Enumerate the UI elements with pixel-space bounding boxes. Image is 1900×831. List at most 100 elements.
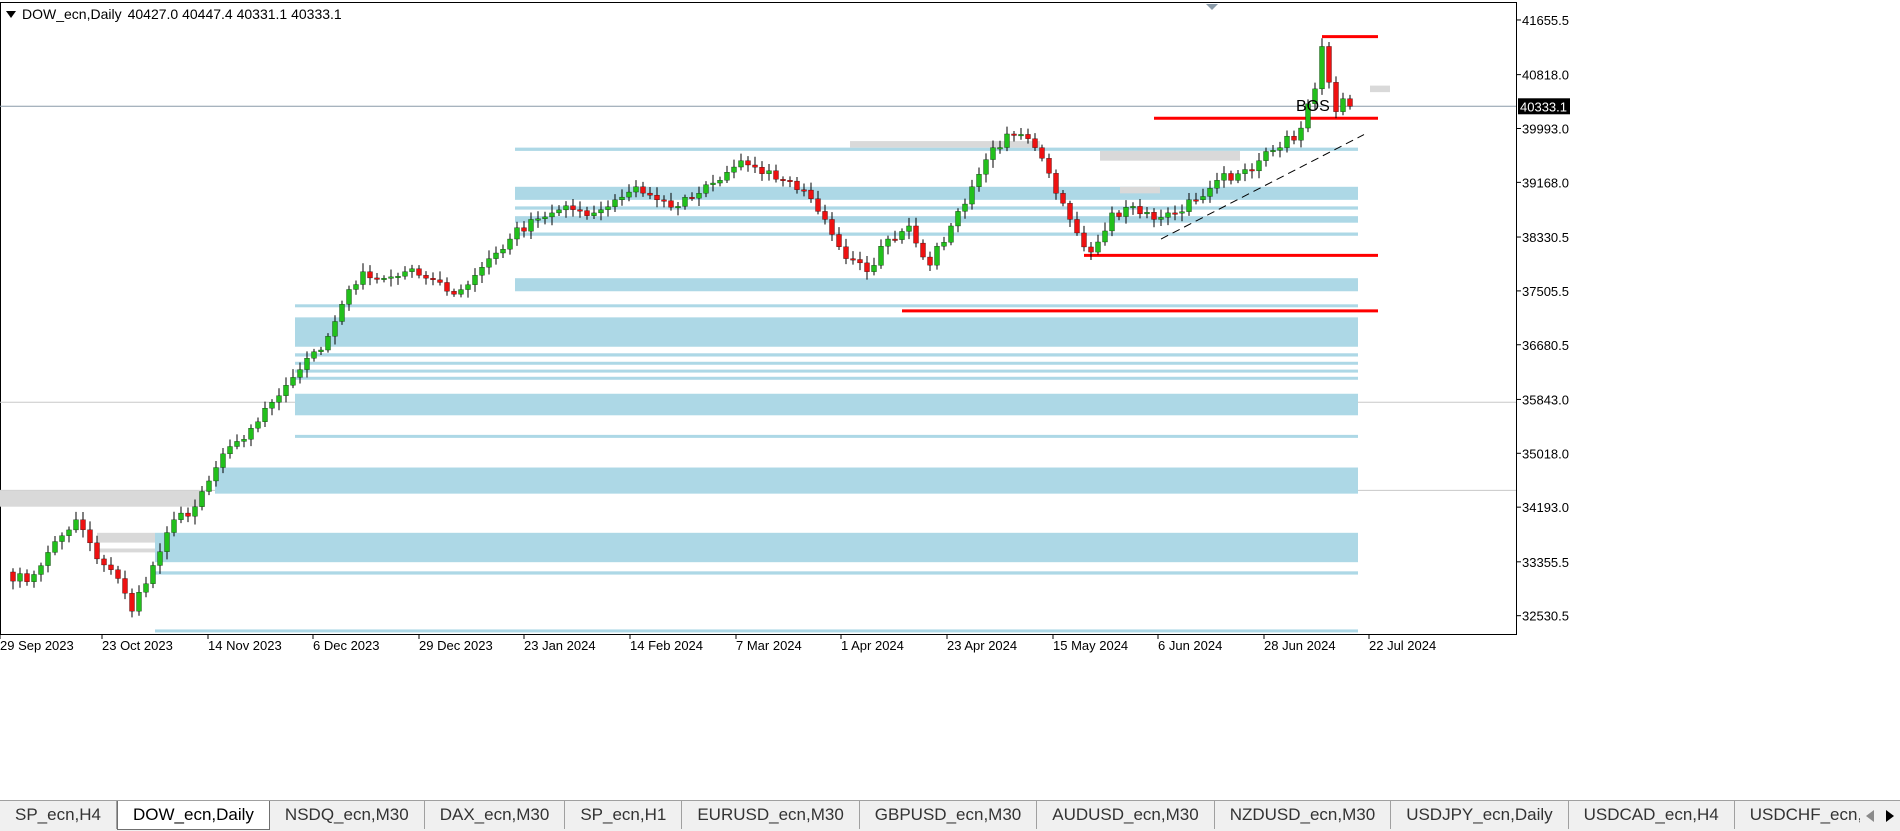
candle-body <box>1165 212 1171 218</box>
candle-body <box>311 351 317 359</box>
candle-body <box>192 506 198 517</box>
candle-body <box>871 265 877 272</box>
candle-body <box>332 321 338 337</box>
supply-zone <box>97 532 155 543</box>
tab-gbpusd-ecn-m30[interactable]: GBPUSD_ecn,M30 <box>860 801 1038 829</box>
candle-body <box>689 197 695 199</box>
candle-body <box>416 268 422 276</box>
candle-body <box>199 491 205 507</box>
candle-body <box>682 197 688 207</box>
current-price-tag <box>1518 98 1570 115</box>
candle-body <box>570 205 576 210</box>
tab-dax-ecn-m30[interactable]: DAX_ecn,M30 <box>425 801 566 829</box>
ohlc-values: 40427.0 40447.4 40331.1 40333.1 <box>127 6 342 22</box>
candle-body <box>899 231 905 240</box>
candle-body <box>1319 46 1325 90</box>
scroll-right-icon[interactable] <box>1886 810 1894 822</box>
demand-zone <box>215 467 1358 494</box>
candle-body <box>1347 98 1353 107</box>
candle-body <box>493 252 499 259</box>
candle-body <box>1256 160 1262 172</box>
candle-body <box>1088 246 1094 253</box>
candle-body <box>1151 212 1157 220</box>
candle-body <box>94 542 100 560</box>
collapse-triangle-icon[interactable] <box>6 10 16 18</box>
candle-body <box>255 421 261 429</box>
tab-sp-ecn-h4[interactable]: SP_ecn,H4 <box>0 801 117 829</box>
candle-body <box>892 238 898 241</box>
candle-body <box>1067 203 1073 220</box>
candle-body <box>304 358 310 370</box>
tab-eurusd-ecn-m30[interactable]: EURUSD_ecn,M30 <box>682 801 860 829</box>
tab-usdcad-ecn-h4[interactable]: USDCAD_ecn,H4 <box>1569 801 1735 829</box>
candle-body <box>647 192 653 196</box>
candle-body <box>38 565 44 575</box>
candle-body <box>381 278 387 280</box>
candle-body <box>346 289 352 305</box>
candle-body <box>829 219 835 235</box>
candle-body <box>920 242 926 258</box>
chart-frame <box>0 2 1517 635</box>
tab-scroll-arrows <box>1860 801 1900 831</box>
candle-body <box>815 198 821 212</box>
candle-body <box>297 369 303 378</box>
candle-body <box>864 262 870 272</box>
candle-body <box>451 291 457 295</box>
candle-body <box>325 336 331 351</box>
tab-nsdq-ecn-m30[interactable]: NSDQ_ecn,M30 <box>270 801 425 829</box>
candle-body <box>437 279 443 283</box>
candle-body <box>206 480 212 492</box>
candle-body <box>1298 127 1304 141</box>
candle-body <box>374 277 380 280</box>
candle-body <box>360 271 366 285</box>
candle-body <box>1032 138 1038 148</box>
tab-audusd-ecn-m30[interactable]: AUDUSD_ecn,M30 <box>1037 801 1215 829</box>
tab-nzdusd-ecn-m30[interactable]: NZDUSD_ecn,M30 <box>1215 801 1392 829</box>
y-tick-label: 37505.5 <box>1522 284 1569 299</box>
tab-dow-ecn-daily[interactable]: DOW_ecn,Daily <box>117 801 270 830</box>
candle-body <box>696 193 702 199</box>
tab-usdjpy-ecn-daily[interactable]: USDJPY_ecn,Daily <box>1391 801 1569 829</box>
candle-body <box>465 284 471 290</box>
candle-body <box>73 519 79 531</box>
candle-body <box>213 467 219 482</box>
price-chart[interactable]: BOS 41655.5 40818.0 39993.0 39168.0 38330.5 37… <box>0 0 1900 800</box>
scroll-left-icon[interactable] <box>1866 810 1874 822</box>
candle-body <box>668 200 674 208</box>
candle-body <box>66 529 72 536</box>
candle-body <box>52 541 58 553</box>
candle-body <box>549 212 555 218</box>
candle-body <box>1249 169 1255 172</box>
y-tick-label: 41655.5 <box>1522 13 1569 28</box>
candle-body <box>514 227 520 240</box>
candle-body <box>1172 212 1178 215</box>
candle-body <box>472 275 478 285</box>
candle-body <box>87 529 93 544</box>
demand-zone <box>515 232 1358 236</box>
candle-body <box>108 564 114 570</box>
candle-body <box>1018 134 1024 137</box>
candle-body <box>731 166 737 173</box>
tab-sp-ecn-h1[interactable]: SP_ecn,H1 <box>565 801 683 829</box>
shift-marker-icon[interactable] <box>1206 4 1218 10</box>
candle-body <box>45 552 51 566</box>
demand-zone <box>295 317 1358 347</box>
candle-body <box>353 284 359 290</box>
candle-body <box>885 238 891 247</box>
chart-area[interactable]: BOS 41655.5 40818.0 39993.0 39168.0 38330.5 37… <box>0 0 1900 800</box>
candle-body <box>1270 150 1276 153</box>
candle-body <box>122 578 128 594</box>
candle-body <box>500 249 506 254</box>
candle-body <box>1179 211 1185 214</box>
chart-tab-bar: SP_ecn,H4 DOW_ecn,Daily NSDQ_ecn,M30 DAX_ec… <box>0 800 1900 831</box>
candle-body <box>612 199 618 207</box>
candle-body <box>1074 219 1080 234</box>
candle-body <box>927 256 933 266</box>
candle-body <box>430 278 436 281</box>
candle-body <box>1081 232 1087 248</box>
y-tick-label: 35018.0 <box>1522 446 1569 461</box>
candle-body <box>283 385 289 396</box>
x-tick-label: 23 Jan 2024 <box>524 638 596 653</box>
x-tick-label: 1 Apr 2024 <box>841 638 904 653</box>
candle-body <box>1221 173 1227 181</box>
